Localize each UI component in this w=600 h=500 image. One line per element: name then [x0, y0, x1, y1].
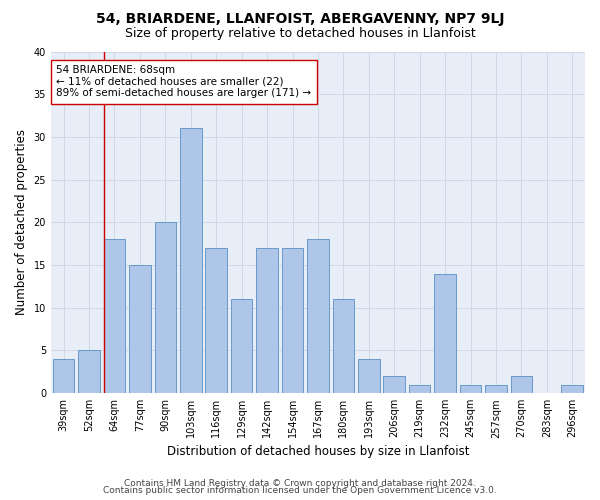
- Bar: [562, 384, 583, 393]
- Bar: [307, 240, 329, 393]
- Bar: [129, 265, 151, 393]
- Bar: [383, 376, 405, 393]
- Text: 54 BRIARDENE: 68sqm
← 11% of detached houses are smaller (22)
89% of semi-detach: 54 BRIARDENE: 68sqm ← 11% of detached ho…: [56, 65, 311, 98]
- Bar: [282, 248, 304, 393]
- Bar: [485, 384, 507, 393]
- Bar: [256, 248, 278, 393]
- Bar: [205, 248, 227, 393]
- Bar: [155, 222, 176, 393]
- Bar: [358, 359, 380, 393]
- Bar: [104, 240, 125, 393]
- Bar: [53, 359, 74, 393]
- Bar: [78, 350, 100, 393]
- Text: Contains public sector information licensed under the Open Government Licence v3: Contains public sector information licen…: [103, 486, 497, 495]
- Bar: [180, 128, 202, 393]
- Bar: [409, 384, 430, 393]
- Text: Contains HM Land Registry data © Crown copyright and database right 2024.: Contains HM Land Registry data © Crown c…: [124, 478, 476, 488]
- Bar: [434, 274, 456, 393]
- Bar: [231, 299, 253, 393]
- Bar: [511, 376, 532, 393]
- Text: Size of property relative to detached houses in Llanfoist: Size of property relative to detached ho…: [125, 28, 475, 40]
- Bar: [332, 299, 354, 393]
- X-axis label: Distribution of detached houses by size in Llanfoist: Distribution of detached houses by size …: [167, 444, 469, 458]
- Text: 54, BRIARDENE, LLANFOIST, ABERGAVENNY, NP7 9LJ: 54, BRIARDENE, LLANFOIST, ABERGAVENNY, N…: [96, 12, 504, 26]
- Bar: [460, 384, 481, 393]
- Y-axis label: Number of detached properties: Number of detached properties: [15, 130, 28, 316]
